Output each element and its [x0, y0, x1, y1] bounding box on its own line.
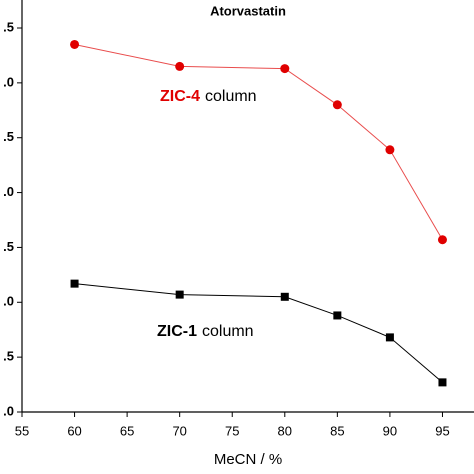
y-tick-label: .0: [3, 74, 14, 89]
annotation-label: ZIC-4: [160, 88, 200, 105]
x-tick-label: 70: [172, 423, 186, 438]
marker: [175, 290, 184, 299]
y-tick-label: .0: [3, 294, 14, 309]
x-tick-label: 55: [15, 423, 29, 438]
annotation-label: ZIC-1: [157, 323, 197, 340]
y-tick-label: .0: [3, 403, 14, 418]
x-axis-label: MeCN / %: [214, 451, 282, 468]
y-tick-label: .5: [3, 239, 14, 254]
marker: [437, 235, 447, 245]
x-tick-label: 95: [435, 423, 449, 438]
annotation: ZIC-1 column: [157, 323, 254, 340]
annotation-text: column: [202, 323, 254, 340]
y-tick-label: .5: [3, 349, 14, 364]
x-tick-label: 85: [330, 423, 344, 438]
x-tick-label: 90: [383, 423, 397, 438]
marker: [333, 311, 342, 320]
marker: [175, 61, 185, 71]
annotation: ZIC-4 column: [160, 88, 257, 105]
marker: [438, 378, 447, 387]
marker: [332, 100, 342, 110]
x-tick-label: 60: [67, 423, 81, 438]
x-tick-label: 80: [278, 423, 292, 438]
marker: [280, 292, 289, 301]
annotation-text: column: [205, 88, 257, 105]
y-tick-label: .0: [3, 184, 14, 199]
x-tick-label: 75: [225, 423, 239, 438]
marker: [70, 279, 79, 288]
chart-title: Atorvastatin: [210, 3, 286, 18]
series-line: [74, 283, 443, 383]
series-line: [74, 43, 443, 241]
y-tick-label: .5: [3, 19, 14, 34]
y-tick-label: .5: [3, 129, 14, 144]
marker: [70, 39, 80, 49]
marker: [385, 145, 395, 155]
marker: [280, 64, 290, 74]
x-tick-label: 65: [120, 423, 134, 438]
marker: [385, 333, 394, 342]
